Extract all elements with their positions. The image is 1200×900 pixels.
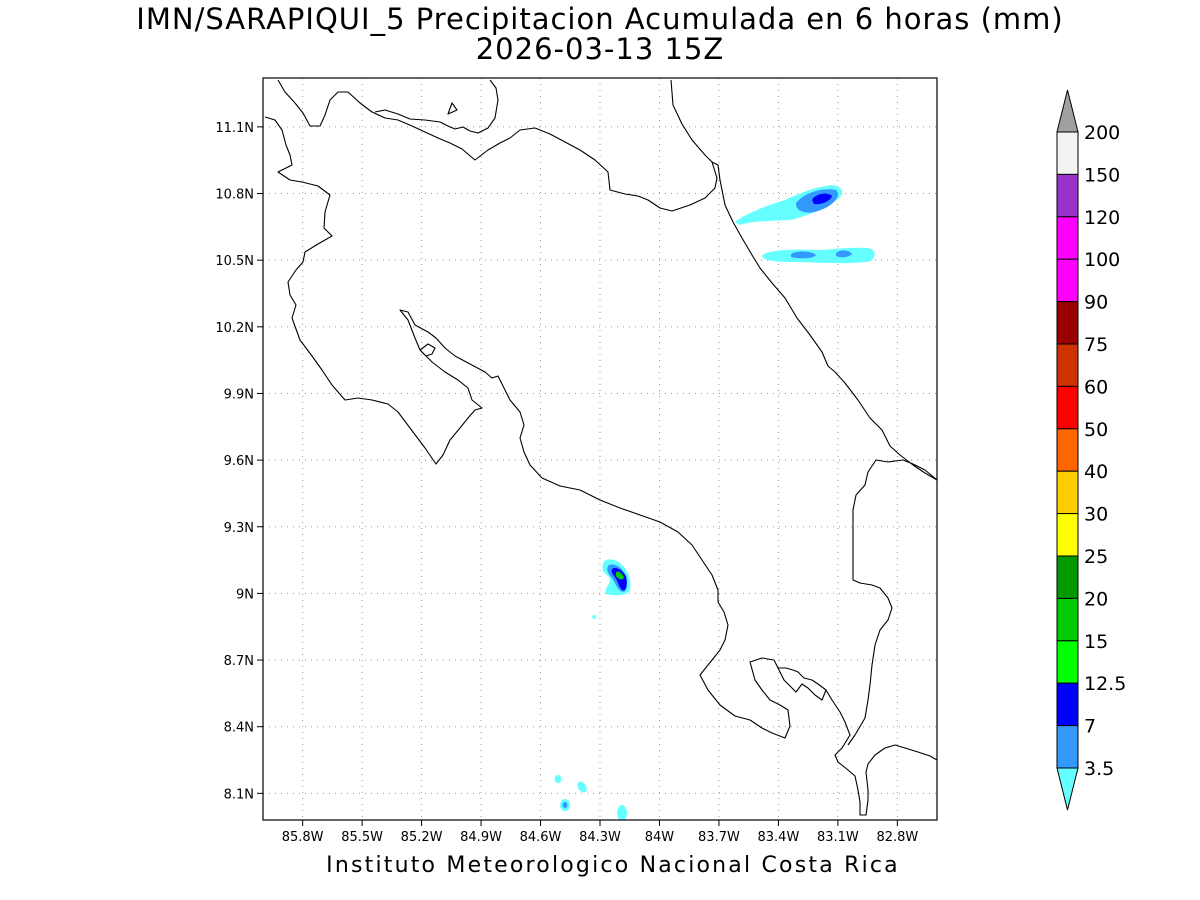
pacific-coast-north xyxy=(264,116,827,739)
lat-tick-label: 9.6N xyxy=(224,454,254,469)
colorbar-label: 120 xyxy=(1084,207,1120,229)
precip-area xyxy=(562,802,568,808)
caribbean-coast xyxy=(670,79,937,481)
colorbar-swatch xyxy=(1056,385,1079,430)
colorbar: 3.5 7 12.5 15 20 25 30 40 50 60 75 90 100 120 150 200 xyxy=(1056,89,1126,811)
colorbar-swatch xyxy=(1056,216,1079,260)
map-title: IMN/SARAPIQUI_5 Precipitacion Acumulada … xyxy=(136,2,1064,36)
lat-tick-label: 9.9N xyxy=(224,387,254,402)
colorbar-label: 15 xyxy=(1084,631,1108,653)
colorbar-swatch xyxy=(1056,428,1079,472)
precip-area xyxy=(611,567,627,591)
lon-tick-label: 84.3W xyxy=(579,830,621,845)
lon-tick-label: 85.8W xyxy=(282,830,324,845)
precip-area xyxy=(617,805,627,820)
colorbar-swatch xyxy=(1056,597,1079,642)
precip-area xyxy=(836,250,852,258)
colorbar-swatch xyxy=(1056,470,1079,515)
colorbar-over-triangle xyxy=(1056,89,1079,133)
lon-tick-label: 83.7W xyxy=(698,830,740,845)
lat-tick-label: 8.1N xyxy=(224,787,254,802)
lon-tick-label: 84.6W xyxy=(520,830,562,845)
colorbar-swatch xyxy=(1056,513,1079,557)
colorbar-swatch xyxy=(1056,555,1079,599)
colorbar-label: 30 xyxy=(1084,504,1108,526)
colorbar-label: 100 xyxy=(1084,249,1120,271)
pacific-coast-south xyxy=(825,689,937,816)
precip-area xyxy=(812,193,832,205)
lat-tick-label: 11.1N xyxy=(215,121,254,136)
colorbar-label: 7 xyxy=(1084,716,1096,738)
lat-tick-label: 9.3N xyxy=(224,521,254,536)
map-axes: 85.8W 85.5W 85.2W 84.9W 84.6W 84.3W 84W 83.7W 83… xyxy=(215,121,918,845)
colorbar-label: 40 xyxy=(1084,461,1108,483)
lon-tick-label: 83.4W xyxy=(758,830,800,845)
lat-tick-label: 8.4N xyxy=(224,721,254,736)
colorbar-label: 25 xyxy=(1084,546,1108,568)
colorbar-swatch xyxy=(1056,640,1079,684)
precip-area xyxy=(762,247,875,264)
graticule-grid xyxy=(263,78,937,820)
precip-area xyxy=(577,781,587,793)
lon-tick-label: 82.8W xyxy=(876,830,918,845)
map-datetime: 2026-03-13 15Z xyxy=(475,32,725,66)
lat-tick-label: 8.7N xyxy=(224,654,254,669)
colorbar-label: 20 xyxy=(1084,588,1108,610)
lake-shore xyxy=(374,79,499,134)
institution-credit: Instituto Meteorologico Nacional Costa R… xyxy=(326,853,900,878)
colorbar-swatch xyxy=(1056,173,1079,218)
colorbar-label: 3.5 xyxy=(1084,758,1114,780)
lat-tick-label: 10.2N xyxy=(215,321,254,336)
lat-tick-label: 9N xyxy=(236,587,254,602)
lat-tick-label: 10.5N xyxy=(215,254,254,269)
lon-tick-label: 83.1W xyxy=(817,830,859,845)
lat-tick-label: 10.8N xyxy=(215,188,254,203)
lon-tick-label: 85.5W xyxy=(341,830,383,845)
gulf-island xyxy=(419,343,436,357)
lon-tick-label: 84.9W xyxy=(460,830,502,845)
colorbar-label: 200 xyxy=(1084,122,1120,144)
colorbar-swatch xyxy=(1056,131,1079,175)
colorbar-label: 50 xyxy=(1084,419,1108,441)
colorbar-label: 90 xyxy=(1084,292,1108,314)
colorbar-under-triangle xyxy=(1056,767,1079,811)
precipitation-contours xyxy=(554,185,875,820)
colorbar-swatch xyxy=(1056,682,1079,727)
colorbar-label: 12.5 xyxy=(1084,673,1126,695)
lon-tick-label: 85.2W xyxy=(401,830,443,845)
precip-area xyxy=(592,615,596,619)
precip-area xyxy=(616,571,624,580)
precip-area xyxy=(554,775,562,783)
colorbar-swatch xyxy=(1056,301,1079,345)
colorbar-swatch xyxy=(1056,258,1079,303)
colorbar-swatch xyxy=(1056,343,1079,387)
colorbar-swatch xyxy=(1056,725,1079,769)
colorbar-label: 60 xyxy=(1084,376,1108,398)
colorbar-label: 75 xyxy=(1084,334,1108,356)
precip-area xyxy=(791,251,816,259)
coastline xyxy=(264,79,937,816)
northern-border xyxy=(277,79,718,212)
lon-tick-label: 84W xyxy=(645,830,675,845)
lake-island xyxy=(447,102,458,115)
colorbar-label: 150 xyxy=(1084,164,1120,186)
panama-border xyxy=(847,459,937,746)
